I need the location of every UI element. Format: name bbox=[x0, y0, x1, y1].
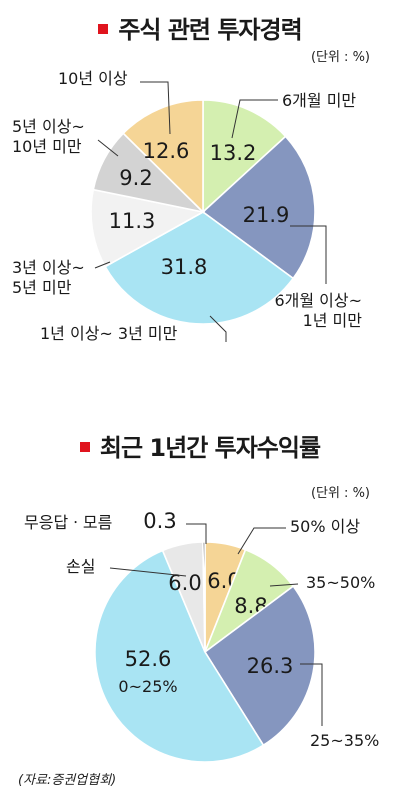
data-label: 13.2 bbox=[210, 141, 257, 165]
leader-line bbox=[231, 99, 278, 139]
data-label: 31.8 bbox=[161, 255, 208, 279]
leader-line bbox=[300, 663, 323, 726]
pie-slice bbox=[202, 99, 287, 214]
pie-slice bbox=[94, 549, 265, 763]
category-label: 35~50% bbox=[306, 573, 375, 592]
category-label: 손실 bbox=[66, 557, 95, 576]
category-label: 1년 이상~ 3년 미만 bbox=[40, 324, 178, 343]
category-label: 1년 미만 bbox=[303, 311, 363, 330]
category-label: 5년 미만 bbox=[12, 278, 72, 297]
data-label: 9.2 bbox=[119, 166, 152, 190]
unit-label: (단위 : %) bbox=[310, 50, 370, 65]
leader-line bbox=[97, 139, 119, 157]
category-label: 50% 이상 bbox=[290, 517, 360, 536]
pie-slice bbox=[104, 211, 295, 325]
chart-panel-annual-return: 최근 1년간 투자수익률 (단위 : %) 6.0 50% 이상 8.8 35~50%… bbox=[0, 420, 400, 796]
chart-title-text: 주식 관련 투자경력 bbox=[118, 16, 302, 44]
leader-line bbox=[237, 527, 286, 555]
pie-slice bbox=[202, 541, 206, 653]
unit-label: (단위 : %) bbox=[310, 486, 370, 501]
chart-title-text: 최근 1년간 투자수익률 bbox=[99, 434, 321, 462]
data-label: 11.3 bbox=[109, 209, 156, 233]
leader-line bbox=[186, 523, 207, 544]
pie-chart-investment-experience: 13.2 6개월 미만 21.9 6개월 이상~1년 미만 31.8 1년 이상~ 3년 … bbox=[12, 69, 363, 343]
pie-slice bbox=[201, 135, 316, 280]
data-label: 26.3 bbox=[247, 654, 294, 678]
leader-line bbox=[94, 261, 111, 269]
pie-slice bbox=[122, 99, 204, 214]
category-label: 6개월 미만 bbox=[282, 91, 356, 110]
leader-line bbox=[109, 567, 187, 577]
red-square-icon bbox=[98, 24, 109, 34]
data-label: 12.6 bbox=[143, 139, 190, 163]
pie-chart-annual-return: 6.050% 이상8.835~50%26.325~35%52.60~25%6.0… bbox=[24, 509, 379, 763]
leader-line bbox=[209, 315, 227, 342]
category-label: 0~25% bbox=[118, 677, 177, 696]
leader-line bbox=[140, 81, 171, 135]
red-square-icon bbox=[79, 442, 90, 452]
category-label: 6개월 이상~ bbox=[274, 291, 362, 310]
data-label: 0.3 bbox=[143, 509, 176, 533]
data-label: 52.6 bbox=[125, 647, 172, 671]
category-label: 무응답ㆍ모름 bbox=[24, 513, 112, 532]
chart-title: 최근 1년간 투자수익률 bbox=[0, 428, 400, 463]
leader-line bbox=[269, 583, 299, 587]
category-label: 10년 이상 bbox=[58, 69, 128, 88]
category-label: 25~35% bbox=[310, 731, 379, 750]
category-label: 3년 이상~ bbox=[12, 258, 85, 277]
category-label: 10년 미만 bbox=[12, 137, 82, 156]
pie-slice bbox=[203, 585, 316, 747]
category-label: 5년 이상~ bbox=[12, 117, 85, 136]
chart-panel-investment-experience: 주식 관련 투자경력 (단위 : %) 13.2 6개월 미만 21.9 6개월 이상… bbox=[0, 0, 400, 360]
leader-line bbox=[290, 225, 327, 284]
source-note: (자료:증권업협회) bbox=[18, 773, 117, 788]
chart-title: 주식 관련 투자경력 bbox=[0, 10, 400, 45]
data-label: 21.9 bbox=[243, 203, 290, 227]
